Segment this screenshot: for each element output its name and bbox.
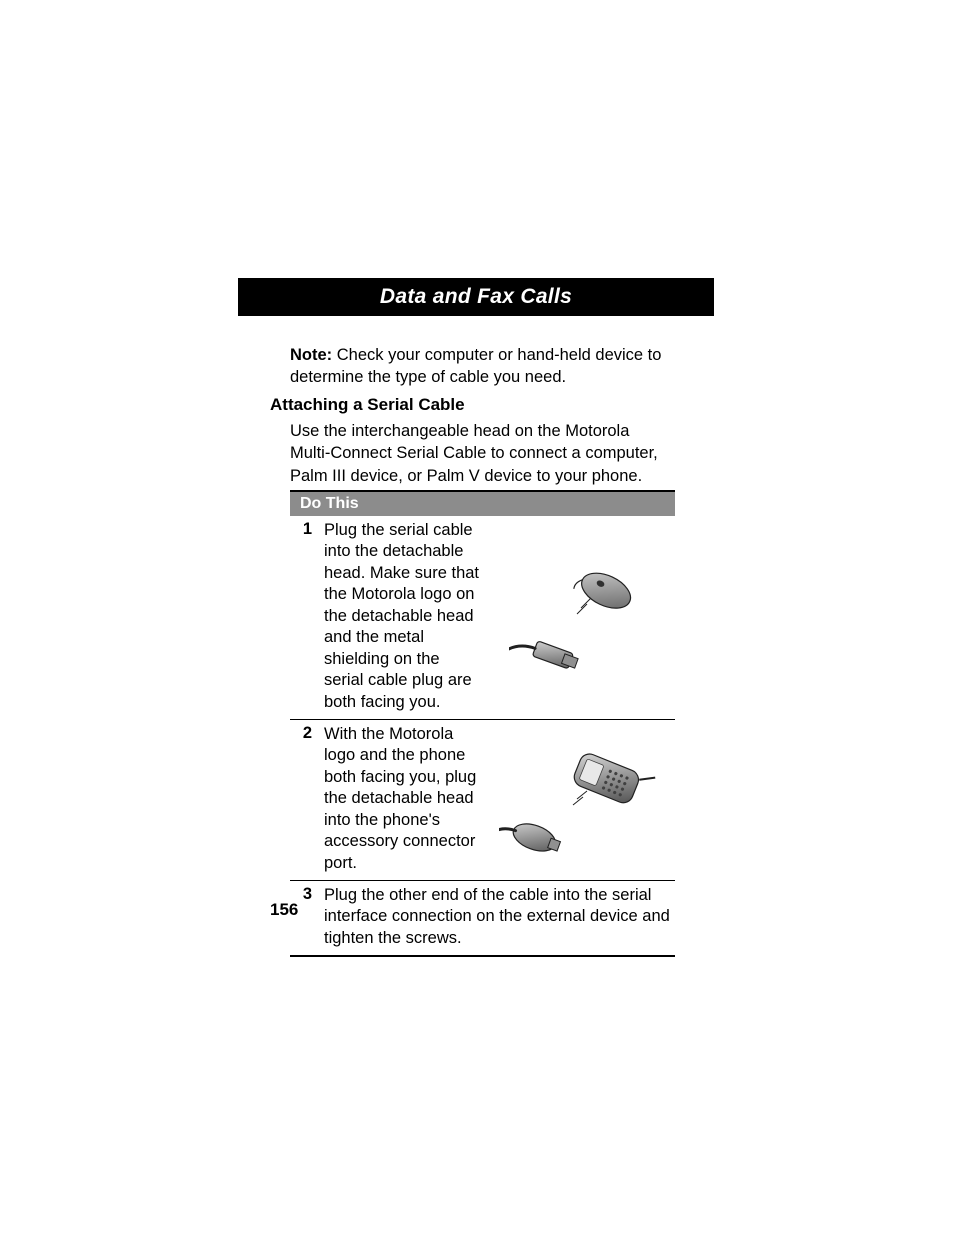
note-label: Note: bbox=[290, 346, 332, 364]
table-header: Do This bbox=[290, 490, 675, 516]
subsection-heading: Attaching a Serial Cable bbox=[270, 395, 465, 415]
phone-connection-illustration bbox=[483, 724, 675, 874]
table-row: 3 Plug the other end of the cable into t… bbox=[290, 881, 675, 957]
note-text: Check your computer or hand-held device … bbox=[290, 346, 661, 386]
instruction-table: Do This 1 Plug the serial cable into the… bbox=[290, 490, 675, 957]
step-text: With the Motorola logo and the phone bot… bbox=[318, 724, 483, 874]
table-row: 2 With the Motorola logo and the phone b… bbox=[290, 720, 675, 881]
step-number: 1 bbox=[290, 520, 318, 713]
section-header-bar: Data and Fax Calls bbox=[238, 278, 714, 316]
step-text: Plug the serial cable into the detachabl… bbox=[318, 520, 483, 713]
note-block: Note: Check your computer or hand-held d… bbox=[290, 344, 670, 389]
section-header-title: Data and Fax Calls bbox=[380, 285, 572, 309]
step-text: Plug the other end of the cable into the… bbox=[318, 885, 675, 949]
intro-paragraph: Use the interchangeable head on the Moto… bbox=[290, 420, 670, 487]
page-container: Data and Fax Calls Note: Check your comp… bbox=[0, 0, 954, 1235]
cable-head-illustration bbox=[483, 520, 675, 713]
table-row: 1 Plug the serial cable into the detacha… bbox=[290, 516, 675, 720]
step-number: 2 bbox=[290, 724, 318, 874]
page-number: 156 bbox=[270, 900, 298, 920]
